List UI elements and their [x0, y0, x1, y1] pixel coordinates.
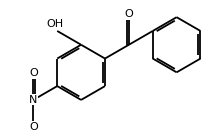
- Text: O: O: [29, 68, 38, 78]
- Text: O: O: [124, 9, 133, 19]
- Text: O: O: [29, 122, 38, 132]
- Text: OH: OH: [47, 19, 64, 29]
- Text: N: N: [29, 95, 38, 105]
